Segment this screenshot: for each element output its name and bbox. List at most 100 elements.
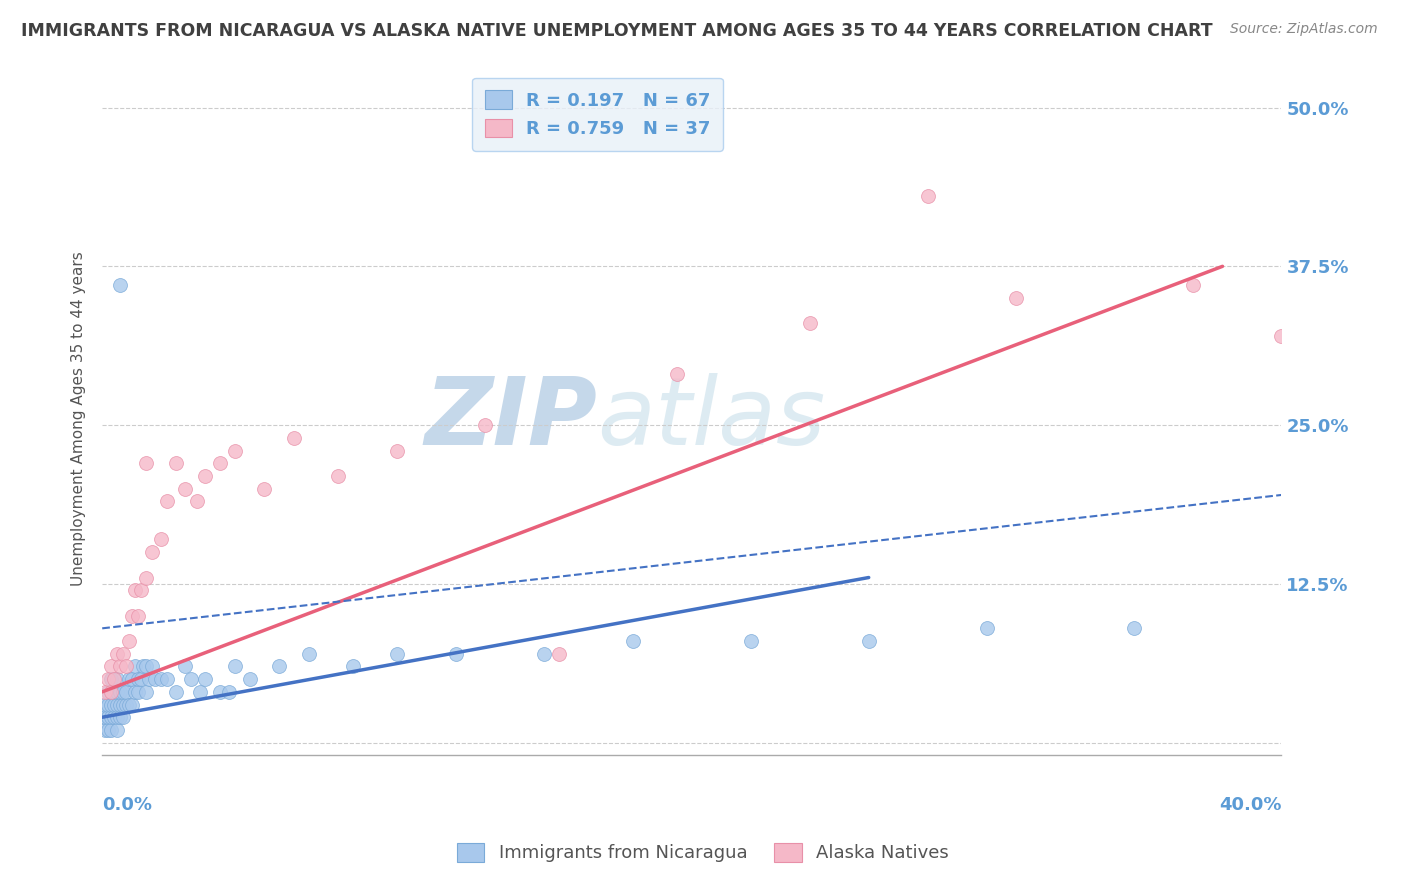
Point <box>97 710 120 724</box>
Point <box>218 685 240 699</box>
Point <box>297 647 319 661</box>
Point <box>105 647 128 661</box>
Point <box>105 723 128 737</box>
Point <box>97 685 120 699</box>
Point <box>100 672 122 686</box>
Point <box>1270 329 1292 343</box>
Point <box>740 634 762 648</box>
Point <box>194 469 217 483</box>
Point <box>118 698 141 712</box>
Point <box>135 456 157 470</box>
Legend: R = 0.197   N = 67, R = 0.759   N = 37: R = 0.197 N = 67, R = 0.759 N = 37 <box>472 78 723 151</box>
Legend: Immigrants from Nicaragua, Alaska Natives: Immigrants from Nicaragua, Alaska Native… <box>450 836 956 870</box>
Point <box>141 545 163 559</box>
Point <box>97 672 120 686</box>
Point <box>156 494 179 508</box>
Point <box>385 647 408 661</box>
Point <box>188 685 211 699</box>
Point <box>111 647 134 661</box>
Point <box>105 685 128 699</box>
Point <box>621 634 644 648</box>
Point <box>474 418 496 433</box>
Point <box>180 672 202 686</box>
Text: Source: ZipAtlas.com: Source: ZipAtlas.com <box>1230 22 1378 37</box>
Point <box>326 469 349 483</box>
Point <box>127 685 149 699</box>
Text: 40.0%: 40.0% <box>1219 796 1281 814</box>
Point <box>1005 291 1028 305</box>
Point <box>385 443 408 458</box>
Point <box>114 659 136 673</box>
Point <box>108 659 131 673</box>
Point <box>138 672 160 686</box>
Point <box>132 659 155 673</box>
Point <box>103 685 125 699</box>
Point <box>100 659 122 673</box>
Point <box>111 710 134 724</box>
Point <box>209 456 232 470</box>
Point <box>100 685 122 699</box>
Point <box>150 533 173 547</box>
Point <box>108 685 131 699</box>
Point <box>1182 278 1205 293</box>
Point <box>94 723 117 737</box>
Point <box>129 672 152 686</box>
Point <box>127 672 149 686</box>
Point <box>103 710 125 724</box>
Point <box>103 698 125 712</box>
Point <box>105 672 128 686</box>
Point <box>111 698 134 712</box>
Point <box>253 482 276 496</box>
Point <box>239 672 262 686</box>
Point <box>283 431 305 445</box>
Text: IMMIGRANTS FROM NICARAGUA VS ALASKA NATIVE UNEMPLOYMENT AMONG AGES 35 TO 44 YEAR: IMMIGRANTS FROM NICARAGUA VS ALASKA NATI… <box>21 22 1213 40</box>
Point <box>108 710 131 724</box>
Point <box>100 710 122 724</box>
Point <box>186 494 208 508</box>
Point <box>150 672 173 686</box>
Point <box>135 659 157 673</box>
Point <box>127 608 149 623</box>
Point <box>111 685 134 699</box>
Point <box>114 685 136 699</box>
Point <box>118 672 141 686</box>
Point <box>118 634 141 648</box>
Text: ZIP: ZIP <box>425 373 598 465</box>
Point <box>135 570 157 584</box>
Point <box>94 685 117 699</box>
Point <box>108 278 131 293</box>
Point <box>194 672 217 686</box>
Point <box>976 621 998 635</box>
Point <box>97 723 120 737</box>
Point <box>165 456 187 470</box>
Point <box>94 710 117 724</box>
Point <box>666 368 689 382</box>
Point <box>97 698 120 712</box>
Point <box>224 659 246 673</box>
Text: atlas: atlas <box>598 373 825 464</box>
Point <box>141 659 163 673</box>
Point <box>533 647 555 661</box>
Point <box>1123 621 1146 635</box>
Point <box>100 698 122 712</box>
Point <box>121 672 143 686</box>
Y-axis label: Unemployment Among Ages 35 to 44 years: Unemployment Among Ages 35 to 44 years <box>72 252 86 586</box>
Point <box>269 659 291 673</box>
Point <box>917 189 939 203</box>
Point <box>156 672 179 686</box>
Text: 0.0%: 0.0% <box>103 796 152 814</box>
Point <box>799 317 821 331</box>
Point <box>124 583 146 598</box>
Point <box>209 685 232 699</box>
Point <box>121 698 143 712</box>
Point <box>135 685 157 699</box>
Point <box>173 482 195 496</box>
Point <box>165 685 187 699</box>
Point <box>173 659 195 673</box>
Point <box>124 659 146 673</box>
Point <box>444 647 467 661</box>
Point <box>94 698 117 712</box>
Point <box>342 659 364 673</box>
Point <box>143 672 166 686</box>
Point <box>121 608 143 623</box>
